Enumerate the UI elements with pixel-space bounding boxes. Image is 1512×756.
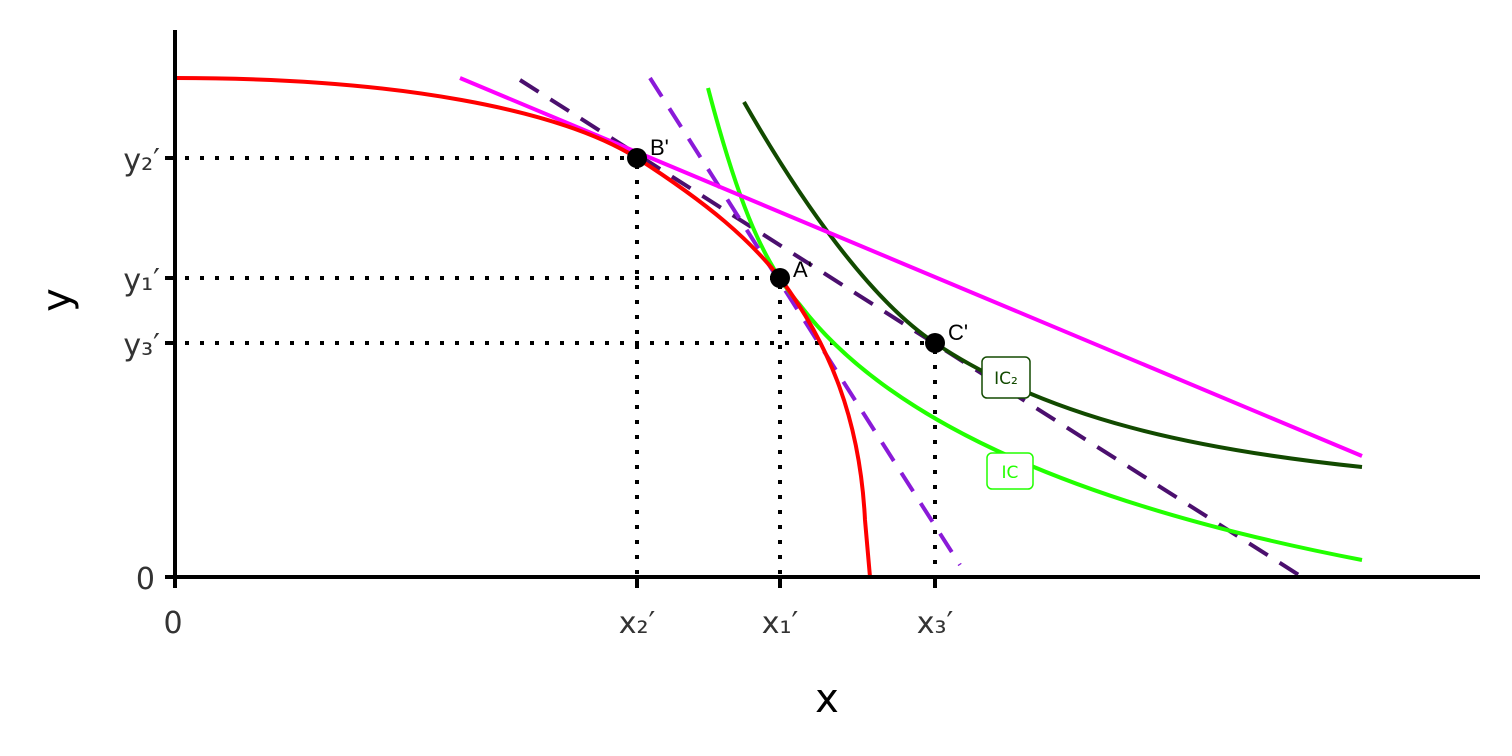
indifference-curve-2 bbox=[742, 101, 1363, 469]
label-box bbox=[986, 452, 1034, 490]
budget-line-dashed bbox=[518, 78, 1304, 579]
point-label: A' bbox=[793, 257, 812, 282]
x-tick-label: x₃′ bbox=[917, 606, 954, 641]
x-tick-label: 0 bbox=[163, 606, 182, 641]
guides bbox=[185, 156, 937, 577]
label-box bbox=[981, 356, 1031, 399]
y-tick-label: y₃′ bbox=[123, 328, 160, 363]
ppf-curve bbox=[174, 76, 872, 578]
budget-line bbox=[459, 76, 1363, 458]
curve-label: IC bbox=[1002, 463, 1019, 483]
y-tick-label: 0 bbox=[136, 562, 155, 597]
x-axis-title: x bbox=[815, 676, 839, 722]
x-tick-label: x₂′ bbox=[619, 606, 656, 641]
point bbox=[925, 333, 945, 353]
point bbox=[627, 148, 647, 168]
point-label: C' bbox=[948, 320, 968, 345]
y-axis-title: y bbox=[34, 288, 80, 312]
budget-line-dashed bbox=[648, 76, 962, 567]
y-tick-label: y₂′ bbox=[123, 143, 160, 178]
point-label: B' bbox=[650, 135, 669, 160]
y-tick-label: y₁′ bbox=[123, 263, 160, 298]
x-tick-label: x₁′ bbox=[762, 606, 799, 641]
curve-label: IC₂ bbox=[994, 369, 1018, 389]
tick-marks bbox=[165, 156, 937, 588]
indifference-curve bbox=[706, 87, 1363, 562]
point bbox=[770, 268, 790, 288]
